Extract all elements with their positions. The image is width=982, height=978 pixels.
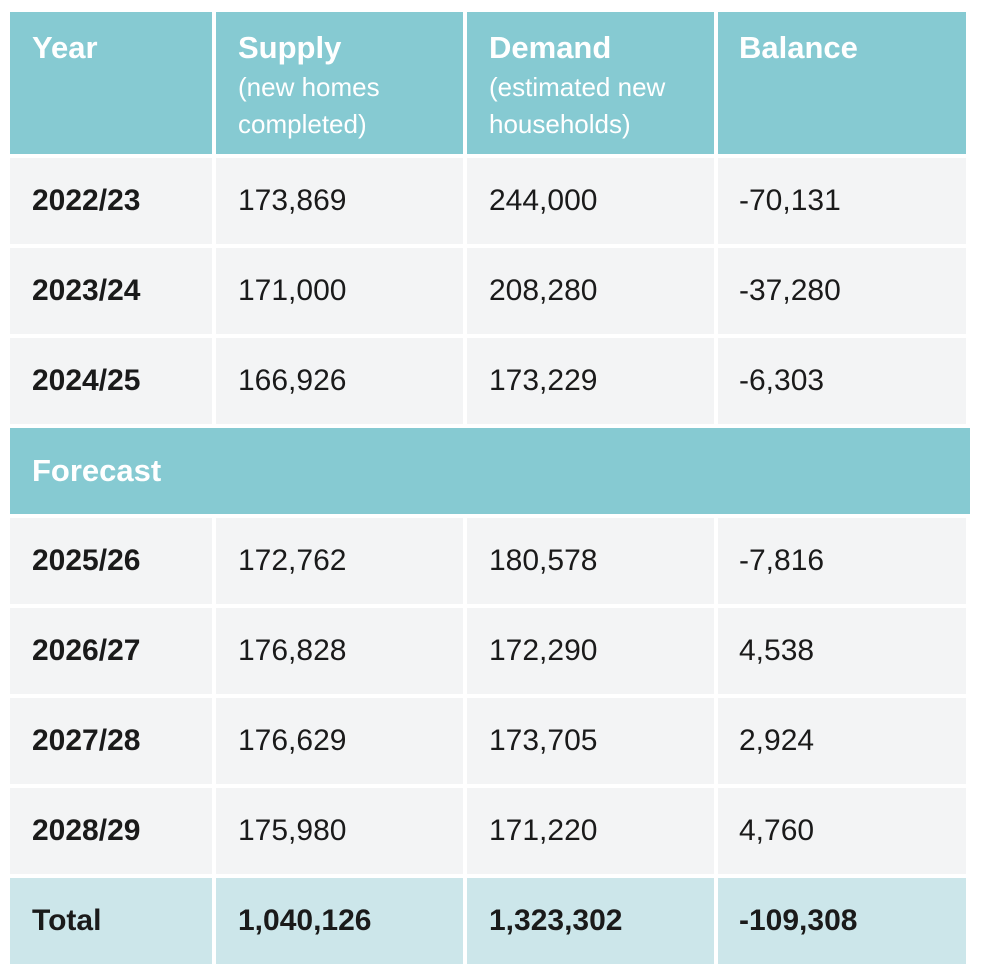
year-cell: 2022/23 <box>10 158 212 244</box>
year-cell: 2025/26 <box>10 518 212 604</box>
balance-cell: 4,760 <box>718 788 966 874</box>
demand-cell: 244,000 <box>467 158 714 244</box>
header-balance: Balance <box>718 12 966 154</box>
year-cell: 2023/24 <box>10 248 212 334</box>
header-supply-label: Supply <box>238 30 342 65</box>
demand-cell: 180,578 <box>467 518 714 604</box>
balance-cell: -70,131 <box>718 158 966 244</box>
balance-cell: -7,816 <box>718 518 966 604</box>
supply-cell: 176,828 <box>216 608 463 694</box>
header-balance-label: Balance <box>739 30 858 65</box>
demand-cell: 173,705 <box>467 698 714 784</box>
header-demand-sub: (estimated new households) <box>489 72 666 139</box>
table-row: 2028/29 175,980 171,220 4,760 <box>10 788 970 874</box>
header-supply: Supply (new homes completed) <box>216 12 463 154</box>
total-supply: 1,040,126 <box>216 878 463 964</box>
forecast-section-header: Forecast <box>10 428 970 514</box>
table-row: 2023/24 171,000 208,280 -37,280 <box>10 248 970 334</box>
housing-table: Year Supply (new homes completed) Demand… <box>10 12 970 968</box>
table-row: 2026/27 176,828 172,290 4,538 <box>10 608 970 694</box>
table-row: 2025/26 172,762 180,578 -7,816 <box>10 518 970 604</box>
year-cell: 2028/29 <box>10 788 212 874</box>
forecast-label: Forecast <box>32 453 162 488</box>
total-balance: -109,308 <box>718 878 966 964</box>
supply-cell: 171,000 <box>216 248 463 334</box>
supply-cell: 175,980 <box>216 788 463 874</box>
supply-cell: 176,629 <box>216 698 463 784</box>
balance-cell: -37,280 <box>718 248 966 334</box>
table-row: 2027/28 176,629 173,705 2,924 <box>10 698 970 784</box>
balance-cell: 2,924 <box>718 698 966 784</box>
year-cell: 2024/25 <box>10 338 212 424</box>
table-row: 2022/23 173,869 244,000 -70,131 <box>10 158 970 244</box>
supply-cell: 173,869 <box>216 158 463 244</box>
demand-cell: 172,290 <box>467 608 714 694</box>
supply-cell: 172,762 <box>216 518 463 604</box>
table-header: Year Supply (new homes completed) Demand… <box>10 12 970 154</box>
header-year-label: Year <box>32 30 98 65</box>
total-label: Total <box>10 878 212 964</box>
supply-cell: 166,926 <box>216 338 463 424</box>
total-demand: 1,323,302 <box>467 878 714 964</box>
demand-cell: 173,229 <box>467 338 714 424</box>
year-cell: 2026/27 <box>10 608 212 694</box>
balance-cell: 4,538 <box>718 608 966 694</box>
header-supply-sub: (new homes completed) <box>238 72 380 139</box>
balance-cell: -6,303 <box>718 338 966 424</box>
header-demand-label: Demand <box>489 30 612 65</box>
demand-cell: 171,220 <box>467 788 714 874</box>
header-year: Year <box>10 12 212 154</box>
demand-cell: 208,280 <box>467 248 714 334</box>
header-demand: Demand (estimated new households) <box>467 12 714 154</box>
total-row: Total 1,040,126 1,323,302 -109,308 <box>10 878 970 964</box>
year-cell: 2027/28 <box>10 698 212 784</box>
table-row: 2024/25 166,926 173,229 -6,303 <box>10 338 970 424</box>
